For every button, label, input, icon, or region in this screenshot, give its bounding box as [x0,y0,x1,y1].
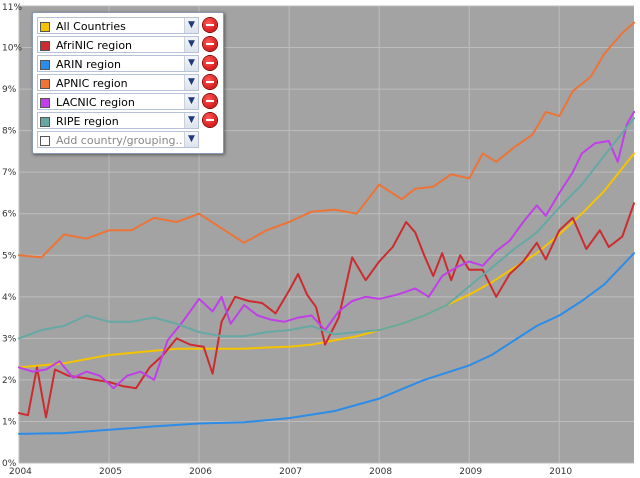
x-tick-label: 2008 [369,467,392,477]
x-tick-label: 2006 [189,467,212,477]
remove-series-icon[interactable] [203,56,217,70]
series-select[interactable]: APNIC region ▼ [37,74,199,91]
remove-series-icon[interactable] [203,18,217,32]
chevron-down-icon[interactable]: ▼ [184,18,198,33]
series-select[interactable]: AfriNIC region ▼ [37,36,199,53]
x-tick-label: 2004 [9,467,32,477]
legend-item-all-countries[interactable]: All Countries ▼ [37,17,217,35]
y-tick-label: 2% [2,376,17,386]
chevron-down-icon[interactable]: ▼ [184,94,198,109]
series-color-swatch [40,60,50,70]
series-select[interactable]: All Countries ▼ [37,17,199,34]
series-label: APNIC region [56,77,128,90]
y-tick-label: 4% [2,293,17,303]
remove-series-icon[interactable] [203,75,217,89]
series-line-ripe-region [18,117,635,340]
add-grouping-select[interactable]: Add country/grouping.. ▼ [37,131,217,149]
y-tick-label: 6% [2,210,17,220]
series-color-swatch [40,117,50,127]
series-lines [18,21,635,435]
y-tick-label: 10% [2,44,22,54]
legend-panel: All Countries ▼ AfriNIC region ▼ ARIN re… [32,12,224,154]
x-tick-label: 2009 [459,467,482,477]
chevron-down-icon[interactable]: ▼ [184,113,198,128]
series-color-swatch [40,22,50,32]
series-select[interactable]: LACNIC region ▼ [37,93,199,110]
series-label: AfriNIC region [56,39,133,52]
series-label: All Countries [56,20,126,33]
legend-item-lacnic[interactable]: LACNIC region ▼ [37,93,217,111]
series-label: LACNIC region [56,96,135,109]
chevron-down-icon[interactable]: ▼ [184,56,198,71]
y-tick-label: 1% [2,417,17,427]
y-tick-label: 9% [2,85,17,95]
axis-labels: 0% 1% 2% 3% 4% 5% 6% 7% 8% 9% 10% 11% 2004 2005 2006 20… [2,3,572,477]
legend-item-apnic[interactable]: APNIC region ▼ [37,74,217,92]
series-line-lacnic-region [18,110,635,390]
legend-item-arin[interactable]: ARIN region ▼ [37,55,217,73]
y-tick-label: 8% [2,127,17,137]
chevron-down-icon[interactable]: ▼ [184,132,198,147]
remove-series-icon[interactable] [203,37,217,51]
x-tick-label: 2010 [549,467,572,477]
x-tick-label: 2005 [99,467,122,477]
add-grouping-field[interactable]: Add country/grouping.. ▼ [37,131,199,148]
y-tick-label: 0% [2,459,17,469]
y-tick-label: 7% [2,168,17,178]
series-color-swatch [40,79,50,89]
series-label: RIPE region [56,115,119,128]
x-tick-label: 2007 [279,467,302,477]
series-line-all-countries [18,152,635,369]
remove-series-icon[interactable] [203,94,217,108]
series-color-swatch [40,98,50,108]
chevron-down-icon[interactable]: ▼ [184,75,198,90]
series-line-apnic-region [18,21,635,259]
series-select[interactable]: ARIN region ▼ [37,55,199,72]
chevron-down-icon[interactable]: ▼ [184,37,198,52]
y-tick-label: 3% [2,334,17,344]
y-tick-label: 5% [2,251,17,261]
series-select[interactable]: RIPE region ▼ [37,112,199,129]
empty-swatch [40,136,50,146]
y-tick-label: 11% [2,3,22,13]
series-color-swatch [40,41,50,51]
add-grouping-placeholder: Add country/grouping.. [56,134,183,147]
legend-item-ripe[interactable]: RIPE region ▼ [37,112,217,130]
series-line-arin-region [18,252,635,435]
remove-series-icon[interactable] [203,113,217,127]
series-label: ARIN region [56,58,121,71]
legend-item-afrinic[interactable]: AfriNIC region ▼ [37,36,217,54]
